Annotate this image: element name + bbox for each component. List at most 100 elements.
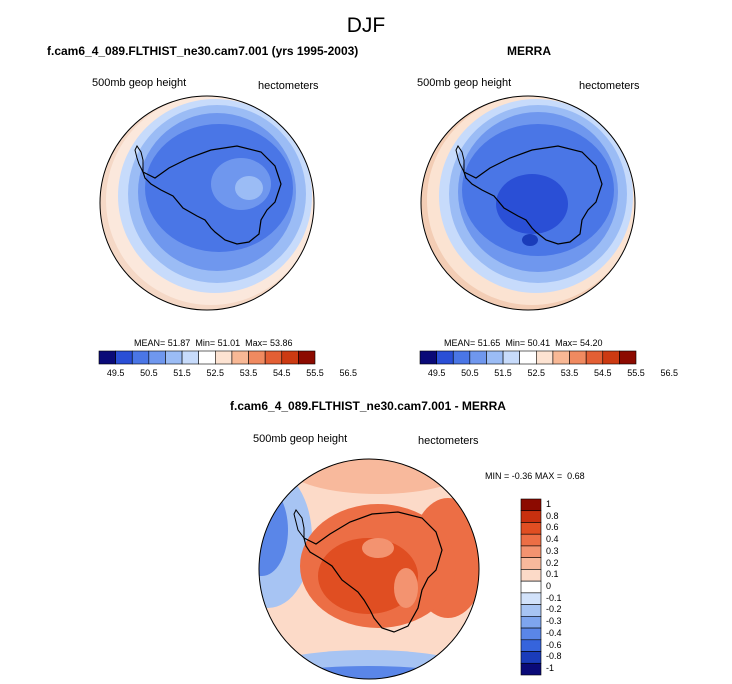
colorbar-tick-label: 50.5 [461,368,479,378]
panel1-map-border [99,95,315,311]
colorbar-segment [552,350,570,365]
colorbar-segment [115,350,133,365]
panel3-max-value: 0.68 [567,471,585,481]
panel2-min-label: Min= [505,338,526,348]
panel1-antarctica-outline [141,145,282,245]
colorbar-tick-label: 0.3 [546,545,559,556]
panel2-peninsula-outline [455,145,465,173]
panel1-min-label: Min= [195,338,216,348]
colorbar-tick-label: 56.5 [339,368,357,378]
colorbar-segment [520,651,542,664]
colorbar-tick-label: 50.5 [140,368,158,378]
colorbar-segment [298,350,316,365]
colorbar-segment [520,627,542,641]
panel2-stats: MEAN= 51.65 Min= 50.41 Max= 54.20 [444,338,602,348]
colorbar-segment [215,350,233,365]
panel1-mean-label: MEAN= [134,338,166,348]
panel3-variable-label: 500mb geop height [253,433,348,445]
colorbar-segment [520,662,542,676]
panel2-units-label: hectometers [579,80,640,92]
colorbar-segment [148,350,166,365]
colorbar-tick-label: 0 [546,581,552,591]
colorbar-tick-label: 51.5 [173,368,191,378]
panel3-map [258,458,480,680]
panel2-mean-value: 51.65 [477,338,501,348]
panel1-peninsula-outline [134,145,144,173]
colorbar-tick-label: 53.5 [239,368,258,378]
panel3-min-value: -0.36 [511,471,533,481]
panel2-max-label: Max= [555,338,578,348]
panel2-title: MERRA [507,44,551,58]
colorbar-segment [569,350,587,365]
colorbar-segment [520,569,542,582]
panel3-antarctica-outline [303,511,443,633]
colorbar-segment [602,350,620,365]
panel3-field-south-negative-core [259,666,478,679]
panel2-variable-label: 500mb geop height [417,77,512,89]
colorbar-tick-label: 1 [546,498,552,509]
colorbar-segment [520,510,542,523]
colorbar-tick-label: 53.5 [560,368,579,378]
colorbar-tick-label: 52.5 [527,368,546,378]
colorbar-tick-label: 49.5 [106,368,125,378]
colorbar-segment [520,604,542,617]
colorbar-tick-label: 0.1 [546,569,559,580]
panel3-field-continent-core [318,538,418,614]
colorbar-tick-label: -0.6 [546,639,562,650]
panel1-map [99,95,315,311]
panel3-field-sw-negative-core [259,484,288,576]
panel3-field-interior-dip2 [362,538,394,558]
colorbar-segment [520,498,542,512]
panel3-units-label: hectometers [418,435,479,447]
panel2-max-value: 54.20 [579,338,603,348]
panel2-field-ross-low [522,234,538,246]
colorbar-tick-label: 55.5 [306,368,324,378]
colorbar-segment [165,350,183,365]
colorbar-tick-label: 0.2 [546,557,559,568]
panel3-max-label: MAX = [534,471,563,481]
panel2-antarctica-outline [462,145,603,245]
colorbar-segment [248,350,266,365]
colorbar-segment [585,350,604,365]
colorbar-tick-label: -0.3 [546,616,562,627]
panel3-minmax: MIN = -0.36 MAX = 0.68 [485,471,585,481]
panel3-colorbar [520,498,542,676]
panel2-colorbar [419,350,637,365]
colorbar-tick-label: -0.1 [546,592,562,603]
colorbar-segment [536,350,554,365]
colorbar-segment [452,350,471,365]
panel3-field-interior-dip [394,568,418,608]
colorbar-tick-label: -0.2 [546,604,562,615]
panel2-min-value: 50.41 [527,338,551,348]
colorbar-segment [520,592,542,605]
colorbar-segment [469,350,487,365]
colorbar-segment [519,350,537,365]
panel1-field-dome [235,176,263,200]
colorbar-tick-label: -0.8 [546,651,562,662]
figure-title: DJF [346,14,386,37]
colorbar-segment [486,350,504,365]
colorbar-tick-label: 55.5 [627,368,645,378]
colorbar-segment [436,350,454,365]
colorbar-tick-label: -0.4 [546,627,562,638]
colorbar-segment [264,350,283,365]
panel1-min-value: 51.01 [217,338,241,348]
colorbar-tick-label: 0.4 [546,534,559,545]
colorbar-segment [281,350,299,365]
colorbar-segment [520,616,542,629]
colorbar-segment [419,350,437,365]
panel1-units-label: hectometers [258,80,319,92]
colorbar-segment [502,350,520,365]
colorbar-tick-label: 52.5 [206,368,225,378]
colorbar-segment [520,533,542,547]
colorbar-tick-label: 54.5 [273,368,291,378]
colorbar-tick-label: 49.5 [427,368,446,378]
colorbar-segment [131,350,150,365]
panel1-mean-value: 51.87 [167,338,191,348]
panel3-field-north-positive [288,459,468,494]
panel3-peninsula-outline [293,509,305,540]
panel1-max-value: 53.86 [269,338,293,348]
colorbar-segment [520,522,542,535]
panel2-field-interior-low [496,174,568,234]
colorbar-segment [520,557,542,570]
